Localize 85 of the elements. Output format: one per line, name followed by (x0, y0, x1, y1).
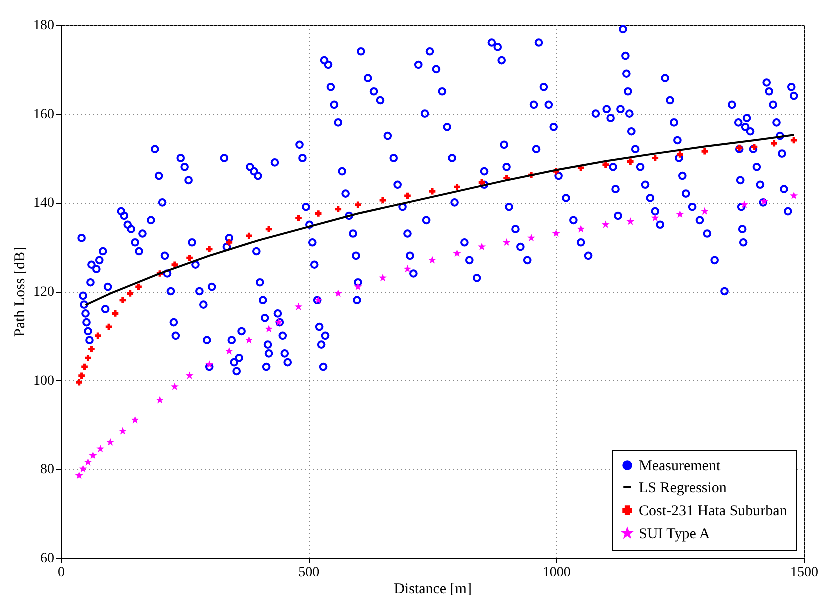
point (790, 137, 798, 144)
point (226, 239, 233, 246)
point (335, 206, 342, 212)
point (404, 192, 411, 200)
y-tick-label: 160 (34, 107, 54, 122)
point (602, 220, 610, 228)
point (676, 210, 684, 218)
point (127, 290, 134, 297)
point (552, 230, 560, 238)
point (502, 238, 511, 246)
point (76, 379, 82, 386)
point (627, 158, 634, 165)
legend-label: SUI Type A (639, 526, 710, 542)
point (245, 336, 254, 344)
point (78, 372, 85, 380)
point (186, 372, 194, 380)
point (296, 215, 302, 222)
point (172, 262, 178, 268)
point (751, 144, 758, 150)
x-tick-label: 1500 (790, 566, 818, 580)
point (700, 207, 709, 215)
x-tick-label: 1000 (542, 566, 571, 580)
point (84, 458, 92, 466)
legend-label: Measurement (639, 458, 722, 474)
point (354, 282, 362, 290)
y-tick-label: 80 (40, 462, 54, 478)
point (186, 255, 193, 262)
x-tick-label: 500 (298, 566, 320, 580)
point (454, 184, 460, 190)
point (170, 382, 179, 390)
point (453, 250, 462, 258)
point (206, 246, 213, 252)
point (677, 152, 684, 158)
legend-label: Cost-231 Hata Suburban (639, 504, 788, 520)
point (602, 162, 610, 168)
point (771, 140, 778, 147)
y-tick-label: 60 (40, 552, 54, 566)
point (136, 284, 142, 290)
point (89, 452, 98, 460)
point (528, 234, 536, 242)
point (315, 210, 322, 217)
point (740, 200, 749, 208)
point (106, 324, 112, 330)
point (626, 218, 635, 226)
point (577, 225, 586, 233)
y-tick-label: 100 (34, 374, 54, 389)
point (85, 354, 92, 362)
point (404, 265, 412, 273)
point (380, 197, 386, 204)
point (429, 188, 436, 195)
point (334, 290, 342, 298)
point (478, 242, 486, 250)
y-tick-label: 180 (34, 18, 54, 34)
point (378, 274, 387, 282)
point (94, 332, 102, 340)
point (118, 427, 127, 435)
point (355, 202, 362, 208)
point (266, 226, 272, 232)
point (156, 396, 164, 404)
x-axis-title: Distance [m] (394, 582, 472, 597)
point (106, 438, 115, 446)
point (112, 310, 119, 317)
y-tick-label: 140 (34, 196, 54, 212)
point (206, 360, 214, 368)
point (265, 325, 274, 333)
point (88, 346, 95, 352)
point (225, 347, 234, 355)
point (702, 148, 708, 155)
point (246, 232, 252, 240)
point (294, 302, 303, 310)
point (131, 416, 140, 424)
point (790, 192, 798, 200)
y-axis-title: Path Loss [dB] (12, 247, 28, 337)
x-tick-label: 0 (58, 566, 65, 580)
point (96, 444, 105, 453)
point (651, 214, 660, 222)
point (428, 256, 436, 264)
point (82, 364, 88, 370)
line-series (84, 134, 796, 306)
point (652, 155, 659, 162)
point (75, 472, 84, 480)
point (79, 464, 88, 473)
legend-label: LS Regression (639, 480, 728, 496)
point (120, 297, 126, 304)
y-tick-label: 120 (34, 285, 54, 300)
